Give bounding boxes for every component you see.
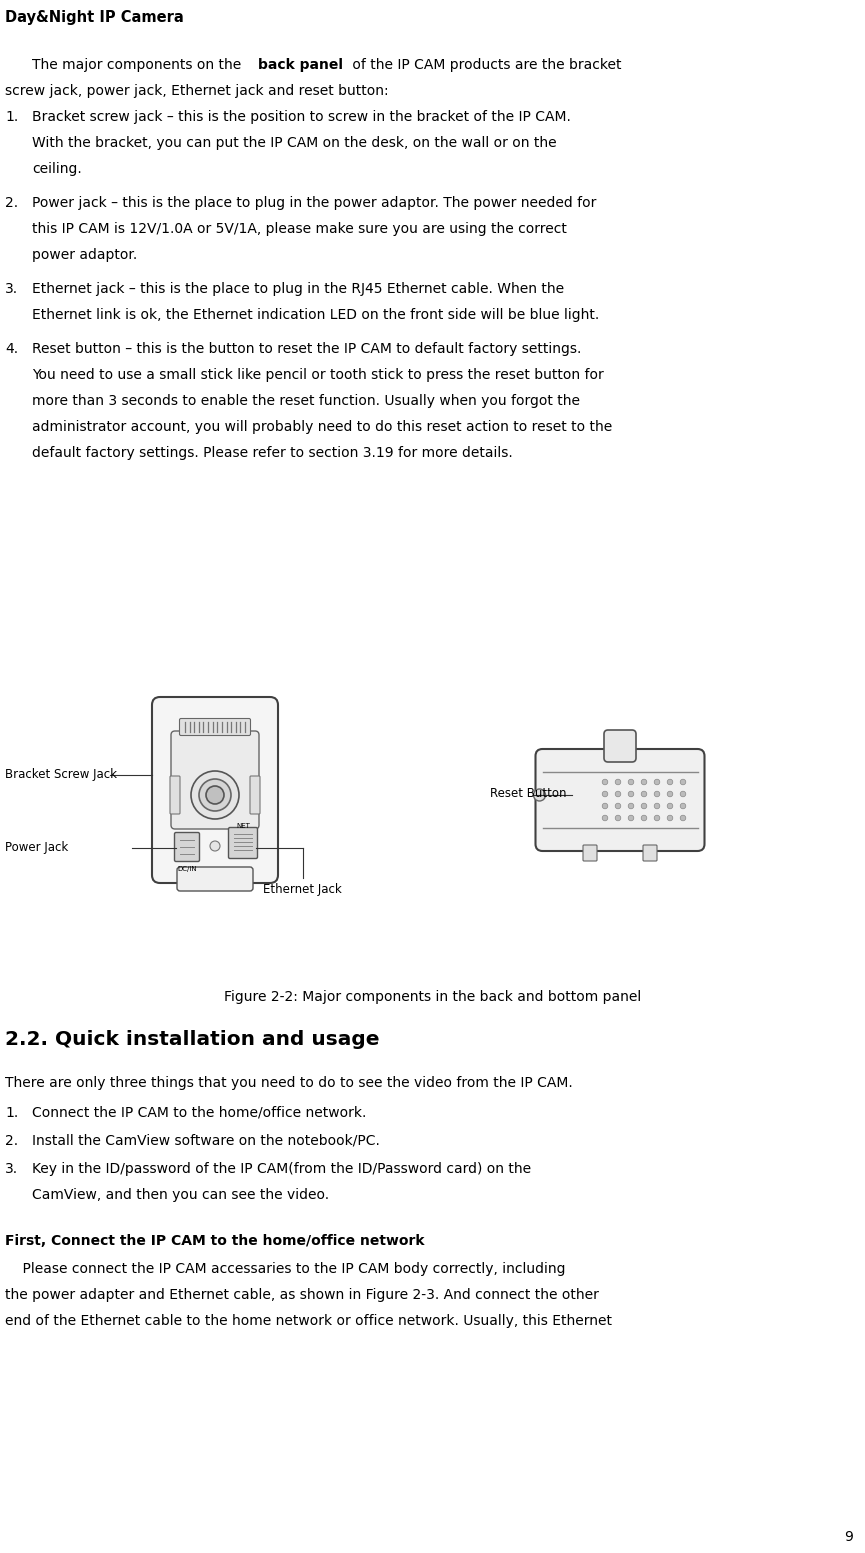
Text: 3.: 3. xyxy=(5,1162,18,1176)
Text: Ethernet jack – this is the place to plug in the RJ45 Ethernet cable. When the: Ethernet jack – this is the place to plu… xyxy=(32,283,564,297)
Circle shape xyxy=(667,780,673,784)
Text: DC/IN: DC/IN xyxy=(177,867,197,871)
Circle shape xyxy=(628,815,634,822)
Text: CamView, and then you can see the video.: CamView, and then you can see the video. xyxy=(32,1188,329,1202)
Text: Bracket Screw Jack: Bracket Screw Jack xyxy=(5,769,117,781)
Circle shape xyxy=(680,780,686,784)
Circle shape xyxy=(615,815,621,822)
FancyBboxPatch shape xyxy=(535,749,704,851)
Circle shape xyxy=(199,780,231,811)
Circle shape xyxy=(191,770,239,818)
Text: Bracket screw jack – this is the position to screw in the bracket of the IP CAM.: Bracket screw jack – this is the positio… xyxy=(32,110,571,124)
Text: the power adapter and Ethernet cable, as shown in Figure 2-3. And connect the ot: the power adapter and Ethernet cable, as… xyxy=(5,1287,599,1301)
FancyBboxPatch shape xyxy=(152,697,278,884)
Circle shape xyxy=(615,803,621,809)
Circle shape xyxy=(602,815,608,822)
Circle shape xyxy=(667,815,673,822)
Circle shape xyxy=(602,780,608,784)
Text: Install the CamView software on the notebook/PC.: Install the CamView software on the note… xyxy=(32,1134,380,1148)
Circle shape xyxy=(654,803,660,809)
Text: administrator account, you will probably need to do this reset action to reset t: administrator account, you will probably… xyxy=(32,419,612,433)
FancyBboxPatch shape xyxy=(180,719,251,736)
Text: NET: NET xyxy=(236,823,250,829)
Circle shape xyxy=(602,803,608,809)
FancyBboxPatch shape xyxy=(250,776,260,814)
Circle shape xyxy=(641,790,647,797)
Text: There are only three things that you need to do to see the video from the IP CAM: There are only three things that you nee… xyxy=(5,1076,573,1090)
Circle shape xyxy=(628,790,634,797)
Text: Ethernet link is ok, the Ethernet indication LED on the front side will be blue : Ethernet link is ok, the Ethernet indica… xyxy=(32,307,599,321)
Text: Power jack – this is the place to plug in the power adaptor. The power needed fo: Power jack – this is the place to plug i… xyxy=(32,196,596,210)
Text: First, Connect the IP CAM to the home/office network: First, Connect the IP CAM to the home/of… xyxy=(5,1235,425,1249)
Circle shape xyxy=(654,790,660,797)
Text: power adaptor.: power adaptor. xyxy=(32,248,138,262)
Text: Ethernet Jack: Ethernet Jack xyxy=(263,884,342,896)
Circle shape xyxy=(641,803,647,809)
Text: With the bracket, you can put the IP CAM on the desk, on the wall or on the: With the bracket, you can put the IP CAM… xyxy=(32,137,556,151)
Text: this IP CAM is 12V/1.0A or 5V/1A, please make sure you are using the correct: this IP CAM is 12V/1.0A or 5V/1A, please… xyxy=(32,222,567,236)
Text: Please connect the IP CAM accessaries to the IP CAM body correctly, including: Please connect the IP CAM accessaries to… xyxy=(5,1263,566,1277)
Text: more than 3 seconds to enable the reset function. Usually when you forgot the: more than 3 seconds to enable the reset … xyxy=(32,394,580,408)
FancyBboxPatch shape xyxy=(643,845,657,860)
Circle shape xyxy=(641,815,647,822)
Text: You need to use a small stick like pencil or tooth stick to press the reset butt: You need to use a small stick like penci… xyxy=(32,368,604,382)
Text: Key in the ID/password of the IP CAM(from the ID/Password card) on the: Key in the ID/password of the IP CAM(fro… xyxy=(32,1162,531,1176)
FancyBboxPatch shape xyxy=(175,832,200,862)
FancyBboxPatch shape xyxy=(583,845,597,860)
Text: 4.: 4. xyxy=(5,342,18,356)
Text: Day&Night IP Camera: Day&Night IP Camera xyxy=(5,9,183,25)
Text: Reset button – this is the button to reset the IP CAM to default factory setting: Reset button – this is the button to res… xyxy=(32,342,581,356)
FancyBboxPatch shape xyxy=(171,731,259,829)
Text: 2.: 2. xyxy=(5,1134,18,1148)
Text: Power Jack: Power Jack xyxy=(5,842,68,854)
FancyBboxPatch shape xyxy=(604,730,636,763)
Circle shape xyxy=(654,780,660,784)
Circle shape xyxy=(680,790,686,797)
Text: 2.: 2. xyxy=(5,196,18,210)
Text: 2.2. Quick installation and usage: 2.2. Quick installation and usage xyxy=(5,1030,380,1048)
Text: of the IP CAM products are the bracket: of the IP CAM products are the bracket xyxy=(348,57,621,71)
Circle shape xyxy=(680,815,686,822)
Circle shape xyxy=(534,789,546,801)
Circle shape xyxy=(667,803,673,809)
Text: Figure 2-2: Major components in the back and bottom panel: Figure 2-2: Major components in the back… xyxy=(224,989,641,1003)
Circle shape xyxy=(680,803,686,809)
Text: default factory settings. Please refer to section 3.19 for more details.: default factory settings. Please refer t… xyxy=(32,446,513,460)
Circle shape xyxy=(602,790,608,797)
Circle shape xyxy=(628,803,634,809)
Text: 9: 9 xyxy=(844,1530,853,1544)
FancyBboxPatch shape xyxy=(170,776,180,814)
Circle shape xyxy=(615,790,621,797)
Text: The major components on the: The major components on the xyxy=(32,57,246,71)
Text: screw jack, power jack, Ethernet jack and reset button:: screw jack, power jack, Ethernet jack an… xyxy=(5,84,388,98)
Text: 3.: 3. xyxy=(5,283,18,297)
Circle shape xyxy=(206,786,224,804)
Text: Reset Button: Reset Button xyxy=(490,787,567,800)
Text: 1.: 1. xyxy=(5,110,18,124)
Text: back panel: back panel xyxy=(258,57,343,71)
FancyBboxPatch shape xyxy=(228,828,258,859)
Circle shape xyxy=(667,790,673,797)
Circle shape xyxy=(641,780,647,784)
Circle shape xyxy=(210,842,220,851)
Text: end of the Ethernet cable to the home network or office network. Usually, this E: end of the Ethernet cable to the home ne… xyxy=(5,1314,612,1328)
Circle shape xyxy=(615,780,621,784)
FancyBboxPatch shape xyxy=(177,867,253,891)
Text: ceiling.: ceiling. xyxy=(32,162,82,175)
Text: Connect the IP CAM to the home/office network.: Connect the IP CAM to the home/office ne… xyxy=(32,1106,367,1120)
Circle shape xyxy=(628,780,634,784)
Text: 1.: 1. xyxy=(5,1106,18,1120)
Circle shape xyxy=(654,815,660,822)
